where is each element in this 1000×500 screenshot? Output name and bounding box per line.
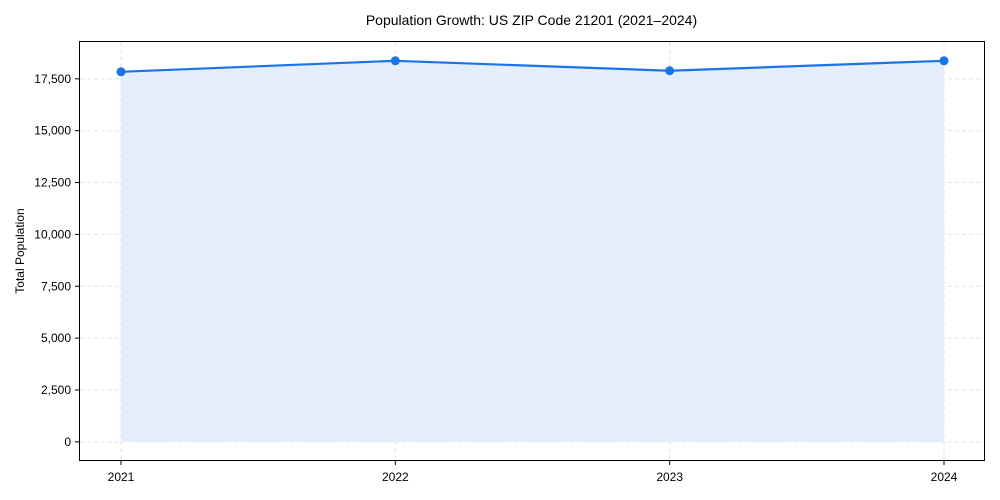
svg-text:10,000: 10,000 bbox=[34, 227, 71, 241]
svg-text:7,500: 7,500 bbox=[41, 279, 71, 293]
x-axis-ticks: 2021 2022 2023 2024 bbox=[108, 460, 958, 484]
chart-title: Population Growth: US ZIP Code 21201 (20… bbox=[365, 12, 698, 28]
svg-text:2024: 2024 bbox=[931, 470, 958, 484]
svg-text:15,000: 15,000 bbox=[34, 124, 71, 138]
y-axis-ticks: 0 2,500 5,000 7,500 10,000 12,500 15,000 17,500 bbox=[34, 72, 80, 449]
svg-text:12,500: 12,500 bbox=[34, 176, 71, 190]
svg-text:2021: 2021 bbox=[108, 470, 135, 484]
svg-text:2,500: 2,500 bbox=[41, 383, 71, 397]
plot-frame bbox=[79, 41, 985, 461]
svg-text:0: 0 bbox=[64, 435, 71, 449]
data-points bbox=[116, 56, 949, 77]
area-fill bbox=[121, 60, 944, 442]
data-line bbox=[120, 59, 945, 73]
svg-text:17,500: 17,500 bbox=[34, 72, 71, 86]
svg-text:2022: 2022 bbox=[382, 470, 409, 484]
svg-text:5,000: 5,000 bbox=[41, 331, 71, 345]
svg-text:2023: 2023 bbox=[656, 470, 683, 484]
